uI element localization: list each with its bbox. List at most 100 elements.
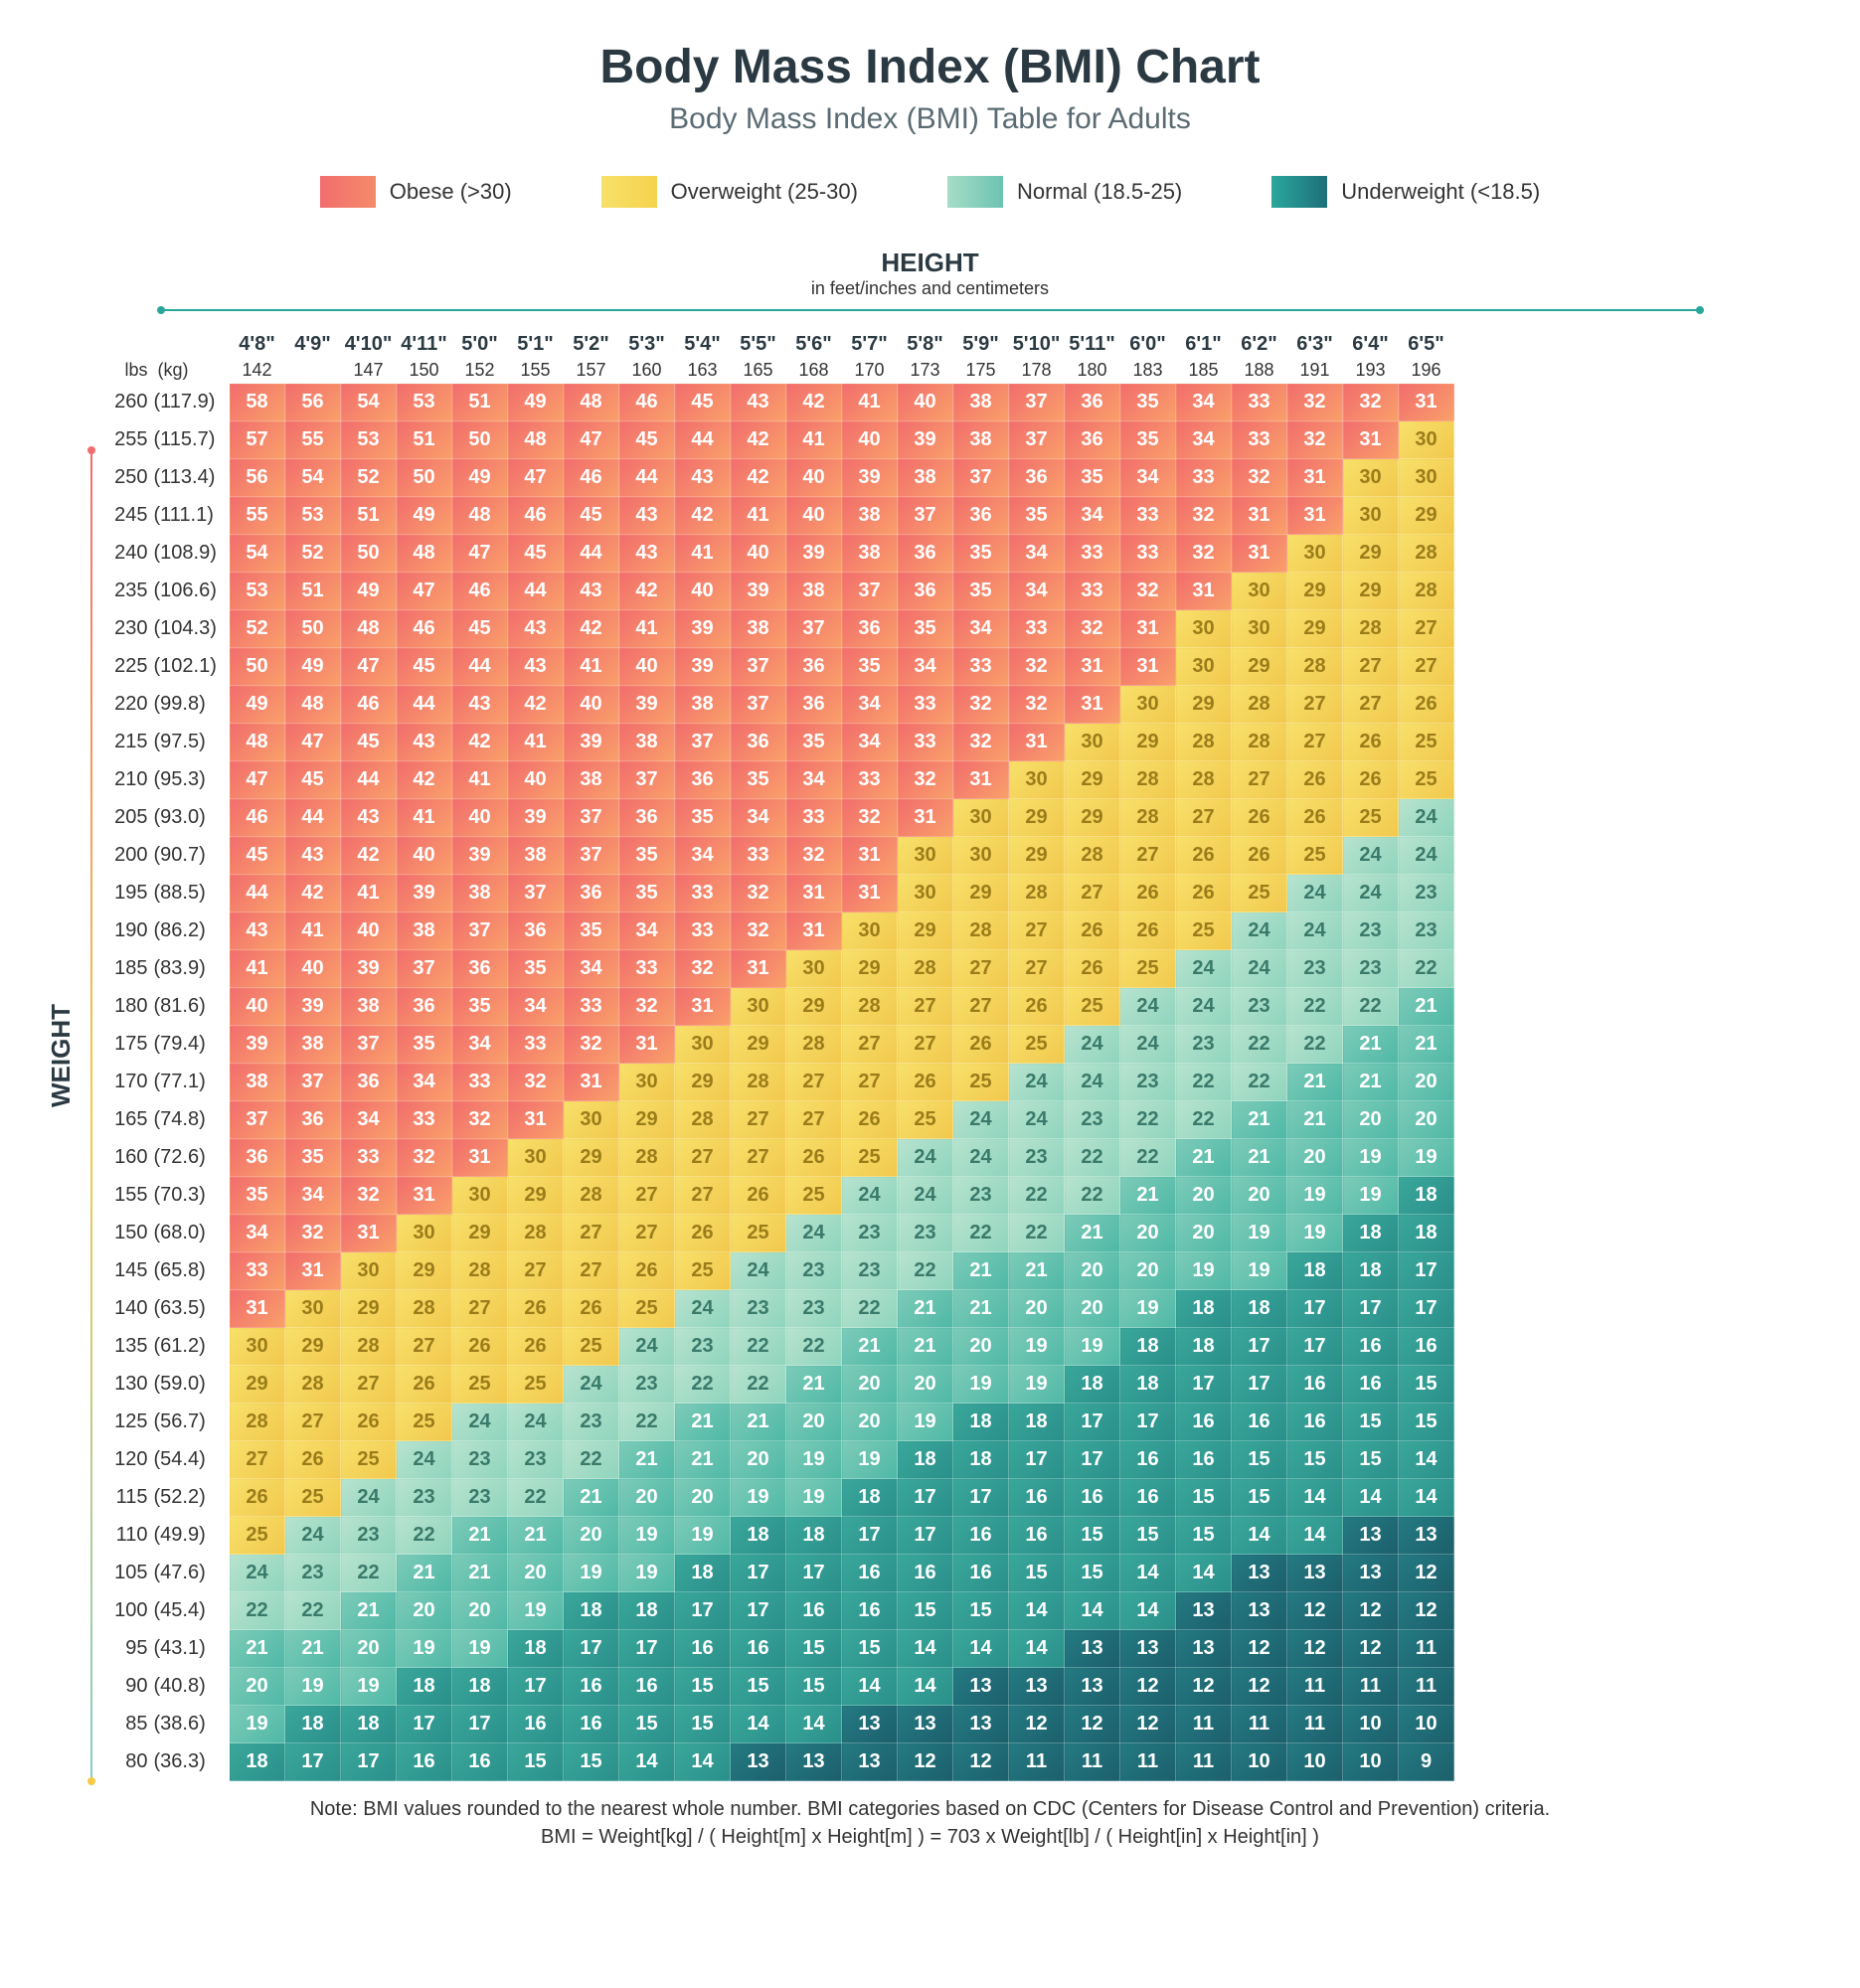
bmi-cell: 13 — [842, 1743, 898, 1781]
bmi-cell: 22 — [230, 1592, 285, 1630]
bmi-cell: 14 — [1065, 1592, 1120, 1630]
kg-header: (kg) — [154, 358, 230, 384]
bmi-cell: 29 — [842, 950, 898, 988]
bmi-cell: 29 — [1176, 686, 1232, 724]
bmi-cell: 32 — [285, 1215, 341, 1252]
bmi-cell: 43 — [508, 610, 564, 648]
weight-kg: (72.6) — [154, 1139, 230, 1177]
bmi-cell: 14 — [1287, 1479, 1343, 1517]
bmi-cell: 21 — [1232, 1101, 1287, 1139]
table-row: 105(47.6)2423222121201919181717161616151… — [104, 1555, 1454, 1592]
bmi-cell: 29 — [285, 1328, 341, 1366]
bmi-cell: 23 — [397, 1479, 452, 1517]
bmi-cell: 27 — [564, 1252, 619, 1290]
bmi-cell: 18 — [1176, 1290, 1232, 1328]
bmi-cell: 25 — [452, 1366, 508, 1404]
bmi-cell: 43 — [452, 686, 508, 724]
weight-kg: (97.5) — [154, 724, 230, 761]
bmi-cell: 41 — [341, 875, 397, 912]
bmi-cell: 28 — [1120, 799, 1176, 837]
bmi-cell: 47 — [230, 761, 285, 799]
height-cm: 155 — [508, 358, 564, 384]
bmi-cell: 25 — [1065, 988, 1120, 1026]
bmi-cell: 27 — [1287, 686, 1343, 724]
bmi-cell: 23 — [1176, 1026, 1232, 1064]
bmi-cell: 39 — [397, 875, 452, 912]
bmi-cell: 29 — [1343, 573, 1399, 610]
bmi-cell: 29 — [1065, 799, 1120, 837]
bmi-cell: 19 — [1232, 1215, 1287, 1252]
bmi-cell: 55 — [285, 421, 341, 459]
bmi-cell: 57 — [230, 421, 285, 459]
bmi-cell: 35 — [452, 988, 508, 1026]
bmi-cell: 27 — [731, 1139, 786, 1177]
bmi-cell: 35 — [842, 648, 898, 686]
bmi-cell: 36 — [786, 686, 842, 724]
bmi-cell: 22 — [1176, 1064, 1232, 1101]
bmi-cell: 51 — [452, 384, 508, 421]
bmi-cell: 17 — [564, 1630, 619, 1668]
bmi-cell: 19 — [619, 1555, 675, 1592]
bmi-cell: 14 — [1120, 1592, 1176, 1630]
bmi-cell: 27 — [397, 1328, 452, 1366]
bmi-cell: 24 — [953, 1139, 1009, 1177]
bmi-cell: 20 — [1176, 1177, 1232, 1215]
bmi-cell: 24 — [1120, 1026, 1176, 1064]
bmi-cell: 46 — [397, 610, 452, 648]
bmi-cell: 37 — [1009, 384, 1065, 421]
bmi-cell: 48 — [230, 724, 285, 761]
bmi-cell: 36 — [731, 724, 786, 761]
bmi-cell: 29 — [1009, 837, 1065, 875]
bmi-cell: 42 — [731, 459, 786, 497]
bmi-cell: 26 — [285, 1441, 341, 1479]
bmi-cell: 16 — [1399, 1328, 1454, 1366]
bmi-cell: 39 — [842, 459, 898, 497]
bmi-cell: 42 — [452, 724, 508, 761]
bmi-cell: 45 — [230, 837, 285, 875]
bmi-cell: 24 — [1009, 1101, 1065, 1139]
bmi-cell: 31 — [842, 875, 898, 912]
bmi-cell: 26 — [452, 1328, 508, 1366]
bmi-cell: 31 — [452, 1139, 508, 1177]
bmi-cell: 13 — [786, 1743, 842, 1781]
weight-kg: (104.3) — [154, 610, 230, 648]
height-ftin: 5'3" — [619, 331, 675, 358]
bmi-cell: 51 — [285, 573, 341, 610]
height-ftin: 6'2" — [1232, 331, 1287, 358]
bmi-cell: 32 — [1176, 497, 1232, 535]
bmi-cell: 14 — [898, 1630, 953, 1668]
bmi-cell: 56 — [285, 384, 341, 421]
bmi-cell: 56 — [230, 459, 285, 497]
bmi-cell: 11 — [1120, 1743, 1176, 1781]
bmi-cell: 31 — [842, 837, 898, 875]
bmi-cell: 15 — [786, 1630, 842, 1668]
bmi-cell: 37 — [508, 875, 564, 912]
bmi-cell: 39 — [675, 610, 731, 648]
table-row: 85(38.6)19181817171616151514141313131212… — [104, 1706, 1454, 1743]
bmi-cell: 27 — [341, 1366, 397, 1404]
bmi-cell: 35 — [731, 761, 786, 799]
bmi-cell: 33 — [452, 1064, 508, 1101]
bmi-cell: 38 — [452, 875, 508, 912]
bmi-cell: 23 — [1287, 950, 1343, 988]
bmi-cell: 34 — [1176, 421, 1232, 459]
bmi-cell: 40 — [285, 950, 341, 988]
bmi-cell: 43 — [731, 384, 786, 421]
bmi-cell: 32 — [341, 1177, 397, 1215]
bmi-cell: 43 — [564, 573, 619, 610]
bmi-cell: 13 — [1343, 1555, 1399, 1592]
bmi-cell: 42 — [564, 610, 619, 648]
height-cm: 183 — [1120, 358, 1176, 384]
bmi-cell: 27 — [1399, 610, 1454, 648]
footnote-line2: BMI = Weight[kg] / ( Height[m] x Height[… — [36, 1823, 1825, 1851]
weight-lbs: 175 — [104, 1026, 154, 1064]
bmi-cell: 20 — [953, 1328, 1009, 1366]
height-cm: 142 — [230, 358, 285, 384]
bmi-cell: 29 — [1232, 648, 1287, 686]
bmi-cell: 16 — [397, 1743, 452, 1781]
table-row: 215(97.5)4847454342413938373635343332313… — [104, 724, 1454, 761]
bmi-cell: 36 — [397, 988, 452, 1026]
bmi-cell: 40 — [786, 497, 842, 535]
bmi-cell: 28 — [1176, 761, 1232, 799]
bmi-cell: 23 — [1399, 875, 1454, 912]
